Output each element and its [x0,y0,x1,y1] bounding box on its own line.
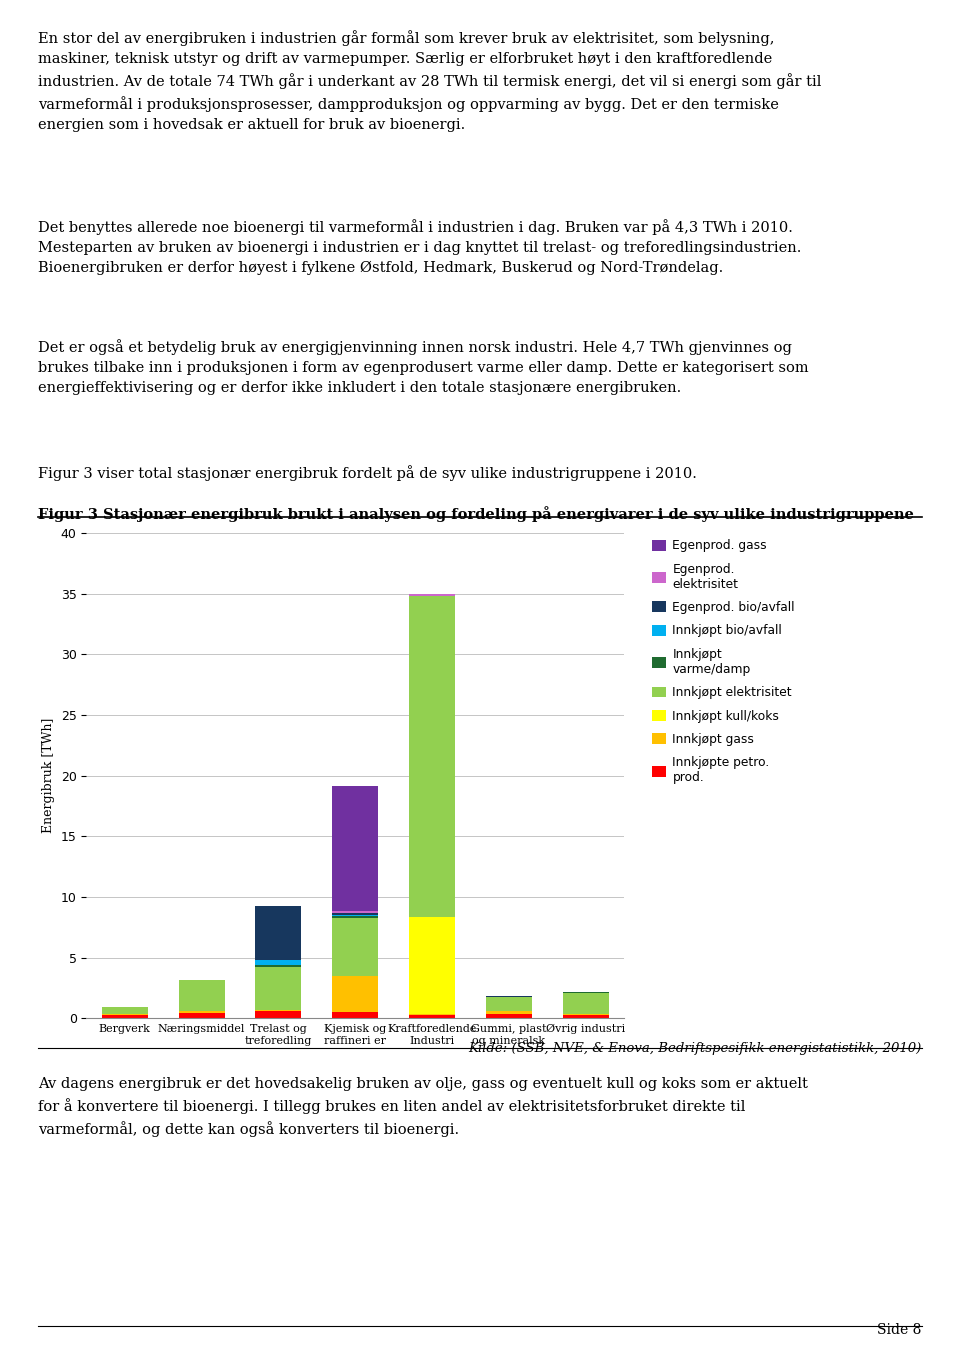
Bar [255,1012,301,1018]
Bar [332,913,378,915]
Bar [486,997,532,1010]
Text: Figur 3 Stasjonær energibruk brukt i analysen og fordeling på energivarer i de s: Figur 3 Stasjonær energibruk brukt i ana… [38,506,914,522]
Bar [179,980,225,1010]
Bar [409,917,455,1014]
Bar [179,1012,225,1013]
Text: En stor del av energibruken i industrien går formål som krever bruk av elektrisi: En stor del av energibruken i industrien… [38,30,822,133]
Bar [332,1013,378,1018]
Bar [255,905,301,960]
Bar [255,968,301,1010]
Bar [563,992,609,1013]
Text: Figur 3 viser total stasjonær energibruk fordelt på de syv ulike industrigruppen: Figur 3 viser total stasjonær energibruk… [38,465,697,481]
Bar [563,1013,609,1016]
Bar [486,1013,532,1018]
Bar [255,965,301,968]
Bar [332,912,378,913]
Bar [409,596,455,917]
Text: Av dagens energibruk er det hovedsakelig bruken av olje, gass og eventuelt kull : Av dagens energibruk er det hovedsakelig… [38,1077,808,1137]
Bar [332,917,378,976]
Bar [409,1016,455,1018]
Bar [255,960,301,965]
Text: Kilde: (SSB, NVE, & Enova, Bedriftspesifikk energistatistikk, 2010): Kilde: (SSB, NVE, & Enova, Bedriftspesif… [468,1042,922,1055]
Bar [332,786,378,912]
Bar [179,1013,225,1018]
Bar [332,916,378,917]
Bar [563,1016,609,1018]
Text: Det er også et betydelig bruk av energigjenvinning innen norsk industri. Hele 4,: Det er også et betydelig bruk av energig… [38,339,809,395]
Y-axis label: Energibruk [TWh]: Energibruk [TWh] [42,718,56,834]
Bar [332,976,378,1013]
Text: Det benyttes allerede noe bioenergi til varmeformål i industrien i dag. Bruken v: Det benyttes allerede noe bioenergi til … [38,219,802,275]
Bar [102,1007,148,1014]
Legend: Egenprod. gass, Egenprod.
elektrisitet, Egenprod. bio/avfall, Innkjøpt bio/avfal: Egenprod. gass, Egenprod. elektrisitet, … [652,539,795,785]
Bar [102,1016,148,1018]
Text: Side 8: Side 8 [877,1323,922,1337]
Bar [486,1010,532,1013]
